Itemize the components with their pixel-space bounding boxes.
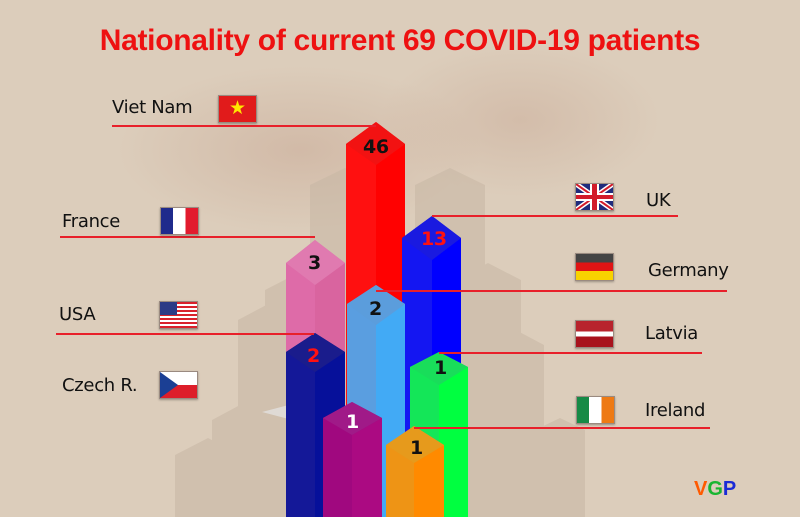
flag-france-icon xyxy=(160,207,199,235)
value-latvia: 1 xyxy=(434,357,447,379)
leader-line-viet-nam xyxy=(112,125,376,127)
label-usa: USA xyxy=(59,304,96,325)
logo-letter-p: P xyxy=(722,478,737,500)
flag-uk-icon xyxy=(575,183,614,211)
vgp-logo: VGP xyxy=(694,478,736,501)
chart-title: Nationality of current 69 COVID-19 patie… xyxy=(99,24,701,57)
leader-line-france xyxy=(60,236,315,238)
value-czech: 1 xyxy=(346,411,359,433)
label-latvia: Latvia xyxy=(645,323,698,344)
value-uk: 13 xyxy=(421,228,447,250)
leader-line-germany xyxy=(376,290,727,292)
bar-ireland xyxy=(386,426,444,517)
logo-letter-g: G xyxy=(707,478,723,500)
value-germany: 2 xyxy=(369,298,382,320)
flag-ireland-icon xyxy=(576,396,615,424)
label-czech: Czech R. xyxy=(62,375,138,396)
leader-line-usa xyxy=(56,333,314,335)
value-viet-nam: 46 xyxy=(363,136,389,158)
leader-line-latvia xyxy=(439,352,702,354)
logo-letter-v: V xyxy=(694,478,708,500)
flag-latvia-icon xyxy=(575,320,614,348)
flag-czech-icon xyxy=(159,371,198,399)
label-germany: Germany xyxy=(648,260,729,281)
label-viet-nam: Viet Nam xyxy=(112,97,193,118)
value-ireland: 1 xyxy=(410,437,423,459)
label-uk: UK xyxy=(646,190,671,211)
bar-czech xyxy=(323,402,382,517)
label-ireland: Ireland xyxy=(645,400,706,421)
flag-usa-icon xyxy=(159,301,198,329)
value-usa: 2 xyxy=(307,345,320,367)
flag-germany-icon xyxy=(575,253,614,281)
leader-line-ireland xyxy=(414,427,710,429)
leader-line-uk xyxy=(432,215,678,217)
value-france: 3 xyxy=(308,252,321,274)
label-france: France xyxy=(62,211,121,232)
flag-viet-nam-icon: ★ xyxy=(218,95,257,123)
